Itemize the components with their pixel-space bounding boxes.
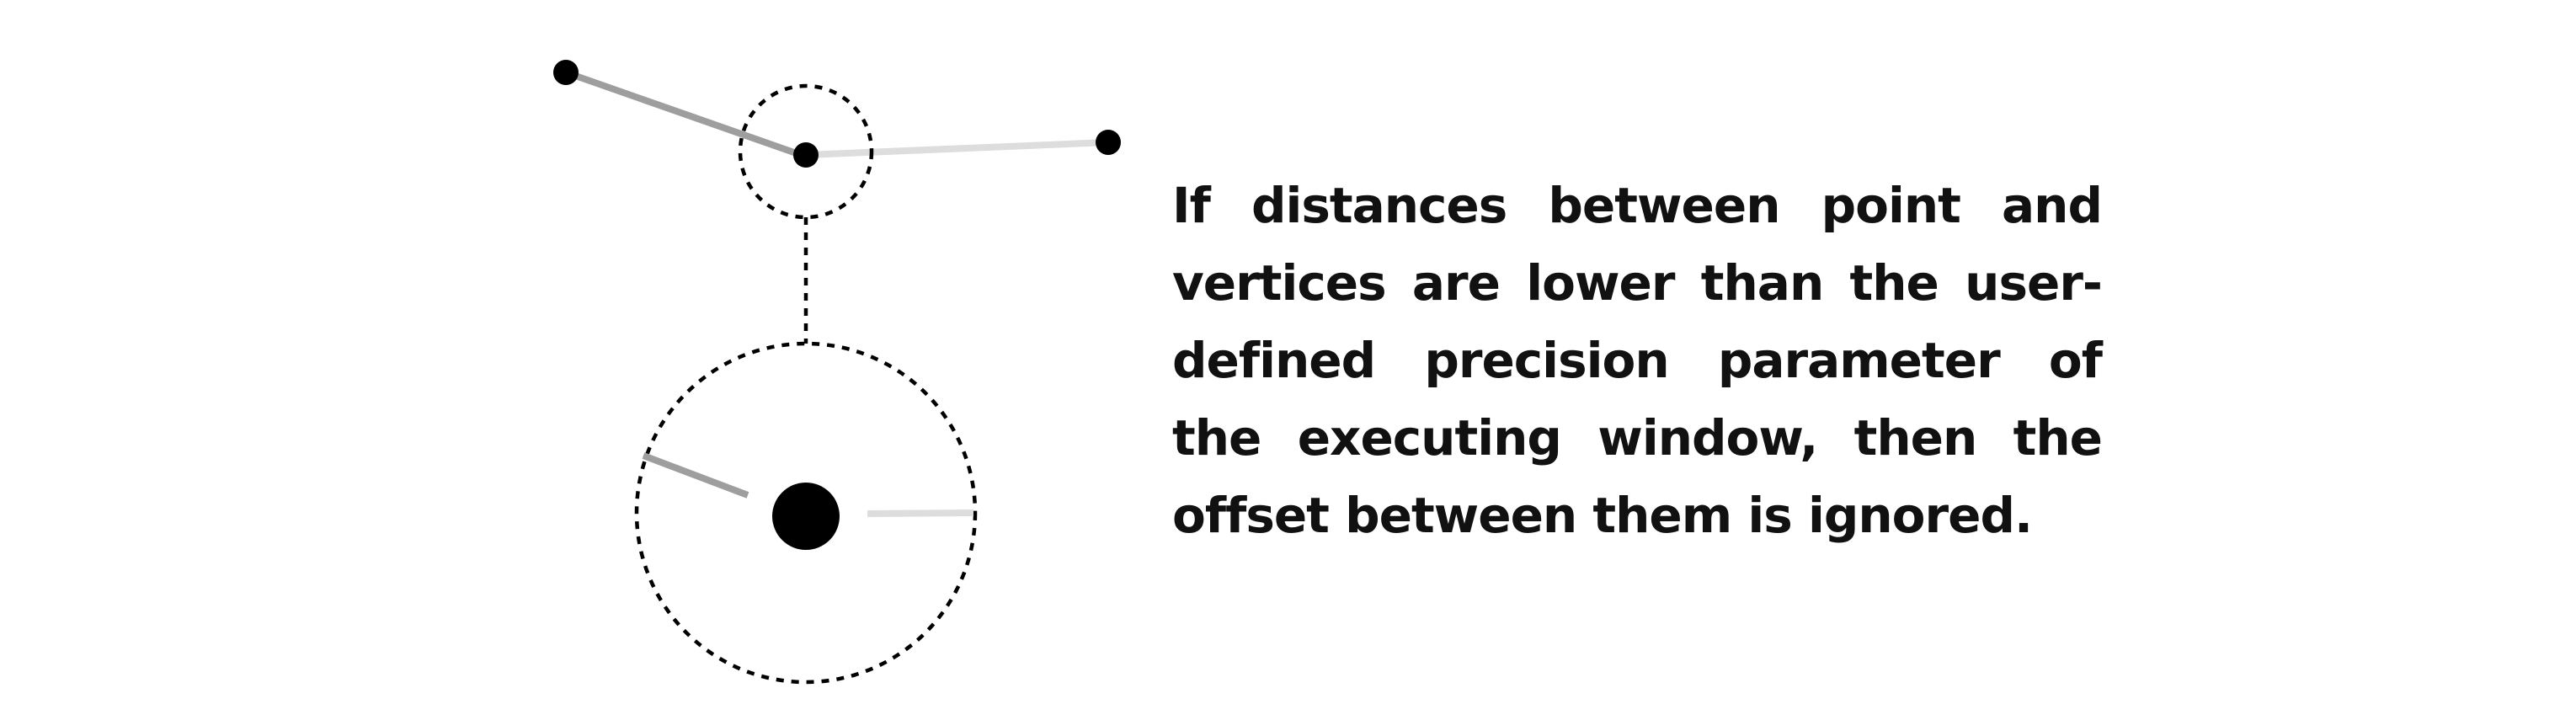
vertex-right [1096, 130, 1121, 155]
vertex-left [553, 60, 579, 85]
caption-text: If distances between point and verti­ces… [1172, 177, 2103, 544]
zoom-figure [634, 341, 978, 685]
precision-radius-circle [738, 83, 874, 220]
zoom-edge-left [642, 452, 749, 499]
zoom-edge-right [867, 509, 974, 517]
overview-figure [553, 60, 1121, 220]
edge-left [563, 69, 809, 160]
zoom-circle [634, 341, 978, 685]
edge-right [803, 139, 1112, 158]
zoom-vertex [772, 483, 840, 550]
vertex-center [793, 142, 819, 168]
